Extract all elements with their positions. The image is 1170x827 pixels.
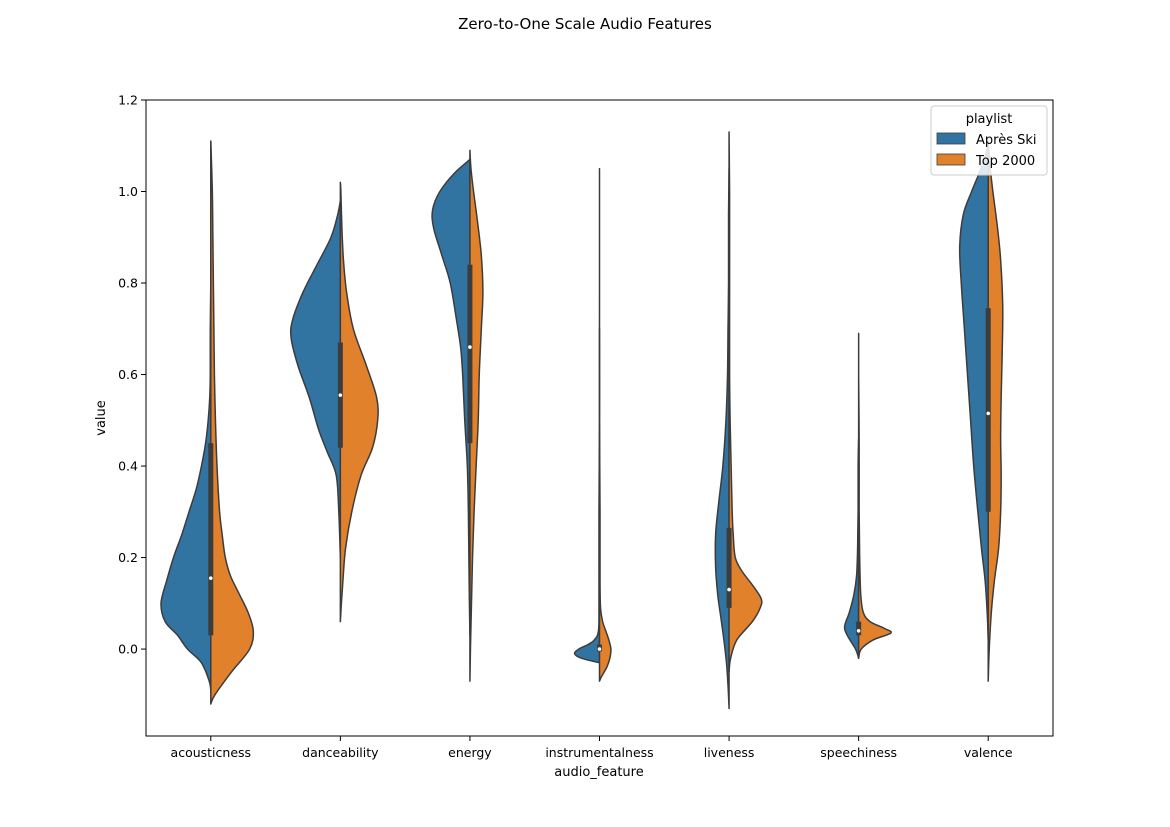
x-tick-label: danceability	[302, 745, 379, 760]
violin-left-danceability	[289, 199, 342, 559]
iqr-box-valence	[985, 308, 991, 512]
y-axis-label: value	[94, 400, 109, 436]
y-tick-label: 0.8	[118, 276, 138, 291]
y-tick-label: 0.4	[118, 459, 138, 474]
violin-right-valence	[987, 140, 1004, 682]
legend: playlist Après Ski Top 2000	[930, 105, 1048, 176]
x-axis: acousticness danceability energy instrument…	[171, 736, 1013, 760]
violin-left-valence	[958, 145, 989, 641]
y-tick-label: 0.2	[118, 550, 138, 565]
iqr-box-speechiness	[856, 621, 862, 636]
violin-left-energy	[431, 158, 471, 637]
y-tick-label: 0.0	[118, 642, 138, 657]
median-dot-speechiness	[856, 628, 861, 633]
x-axis-label: audio_feature	[554, 765, 643, 780]
legend-title: playlist	[966, 112, 1013, 127]
iqr-box-acousticness	[208, 443, 214, 636]
legend-swatch-apres-ski	[936, 132, 966, 145]
chart-title: Zero-to-One Scale Audio Features	[458, 15, 712, 33]
median-dot-acousticness	[208, 576, 213, 580]
violin-right-acousticness	[210, 140, 255, 705]
violins-layer	[160, 131, 1004, 710]
x-tick-label: liveness	[704, 745, 755, 760]
legend-label-top-2000: Top 2000	[975, 154, 1035, 169]
median-dot-energy	[468, 345, 472, 349]
median-dot-liveness	[727, 587, 731, 592]
x-tick-label: instrumentalness	[545, 745, 653, 760]
violin-right-speechiness	[857, 332, 892, 659]
median-dot-instrumentalness	[597, 647, 602, 651]
median-dot-danceability	[338, 393, 343, 397]
y-tick-label: 0.6	[118, 367, 138, 382]
x-tick-label: energy	[448, 745, 492, 760]
x-tick-label: valence	[964, 745, 1013, 760]
legend-label-apres-ski: Après Ski	[976, 133, 1037, 148]
x-tick-label: speechiness	[820, 745, 897, 760]
iqr-box-energy	[467, 264, 473, 444]
y-tick-label: 1.2	[118, 93, 138, 108]
iqr-box-liveness	[726, 527, 732, 608]
y-tick-label: 1.0	[118, 184, 138, 199]
x-tick-label: acousticness	[171, 745, 252, 760]
violin-right-energy	[469, 149, 484, 682]
y-axis: 0.0 0.2 0.4 0.6 0.8 1.0 1.2	[118, 93, 146, 657]
violin-right-instrumentalness	[598, 167, 612, 682]
median-dot-valence	[986, 411, 991, 416]
violin-right-danceability	[339, 181, 379, 623]
violin-right-liveness	[728, 131, 763, 673]
legend-swatch-top-2000	[936, 153, 966, 166]
